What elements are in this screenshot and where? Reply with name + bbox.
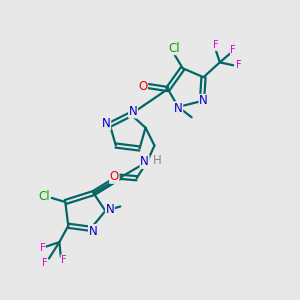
Text: F: F	[236, 60, 242, 70]
Text: N: N	[174, 102, 183, 115]
Text: Cl: Cl	[168, 42, 180, 55]
Text: N: N	[199, 94, 208, 107]
Text: Cl: Cl	[39, 190, 50, 202]
Text: H: H	[153, 154, 162, 167]
Text: F: F	[61, 255, 67, 265]
Text: N: N	[106, 203, 114, 216]
Text: F: F	[40, 243, 45, 253]
Text: N: N	[88, 225, 97, 238]
Text: F: F	[230, 45, 236, 56]
Text: N: N	[140, 155, 149, 168]
Text: F: F	[42, 258, 47, 268]
Text: O: O	[110, 170, 119, 183]
Text: O: O	[138, 80, 147, 93]
Text: N: N	[129, 105, 137, 118]
Text: F: F	[213, 40, 218, 50]
Text: N: N	[102, 117, 111, 130]
